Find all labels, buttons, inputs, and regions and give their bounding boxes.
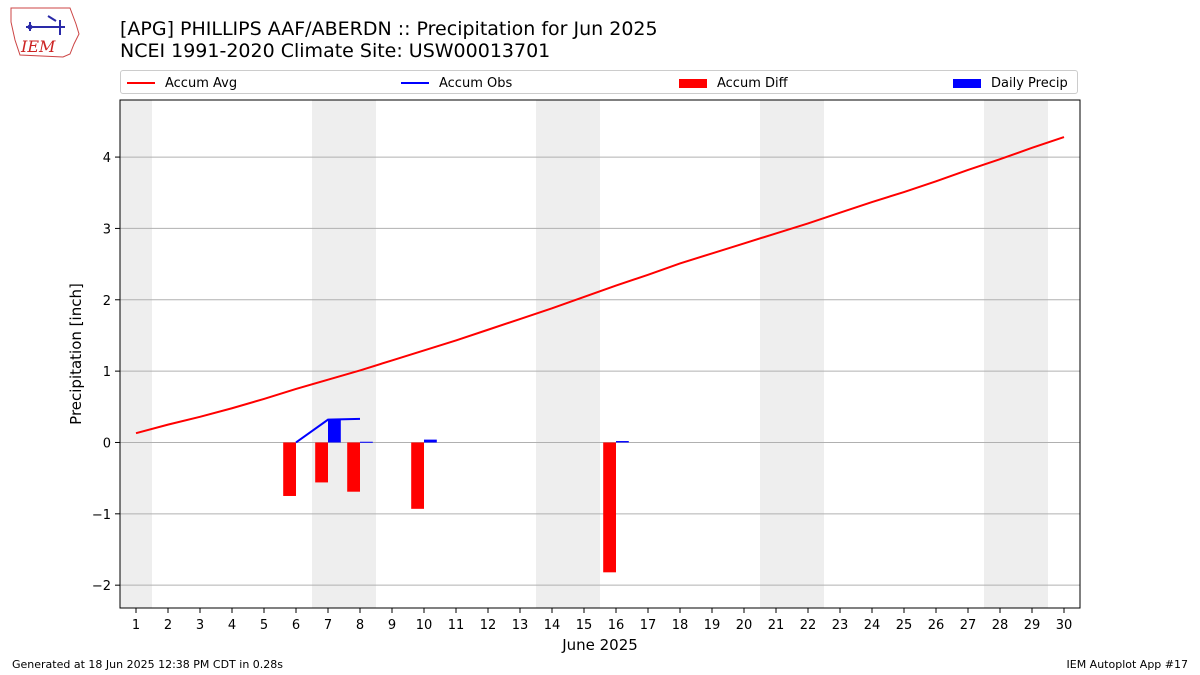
weekend-shade xyxy=(984,100,1048,608)
x-tick-label: 27 xyxy=(960,618,977,633)
y-axis-label: Precipitation [inch] xyxy=(67,283,85,425)
bars-layer xyxy=(283,419,629,573)
plot-frame xyxy=(119,99,1081,609)
x-tick-label: 25 xyxy=(896,618,913,633)
chart-legend: Accum Avg Accum Obs Accum Diff Daily Pre… xyxy=(120,70,1078,94)
x-tick-label: 4 xyxy=(228,618,236,633)
legend-label: Accum Obs xyxy=(439,75,513,91)
x-tick-label: 14 xyxy=(544,618,561,633)
weekend-shade xyxy=(760,100,824,608)
x-tick-label: 8 xyxy=(356,618,364,633)
weekend-shading xyxy=(120,100,1048,608)
legend-swatch xyxy=(401,82,429,84)
x-tick-label: 19 xyxy=(704,618,721,633)
y-axis-ticks: −2 −1 0 1 2 3 4 xyxy=(92,151,120,594)
x-tick-label: 20 xyxy=(736,618,753,633)
x-tick-label: 26 xyxy=(928,618,945,633)
legend-label: Accum Diff xyxy=(717,75,788,91)
x-tick-label: 6 xyxy=(292,618,300,633)
x-axis-label: June 2025 xyxy=(561,636,638,654)
x-tick-label: 30 xyxy=(1056,618,1073,633)
x-tick-label: 24 xyxy=(864,618,881,633)
x-tick-label: 17 xyxy=(640,618,657,633)
x-tick-label: 10 xyxy=(416,618,433,633)
bar-accum-diff xyxy=(411,442,424,509)
legend-swatch xyxy=(679,78,707,88)
y-tick-label: 1 xyxy=(103,365,111,380)
bar-accum-diff xyxy=(603,442,616,573)
plot-area: 1 2 3 4 5 6 7 8 9 10 11 12 13 14 15 16 17 18 19 20 21 22 23 24 2… xyxy=(67,99,1081,654)
x-tick-label: 18 xyxy=(672,618,689,633)
weekend-shade xyxy=(120,100,152,608)
x-tick-label: 2 xyxy=(164,618,172,633)
x-tick-label: 5 xyxy=(260,618,268,633)
x-tick-label: 7 xyxy=(324,618,332,633)
x-tick-label: 16 xyxy=(608,618,625,633)
weather-dot-icon xyxy=(27,24,33,30)
bar-daily-precip xyxy=(328,419,341,443)
iem-logo: IEM xyxy=(10,7,80,58)
legend-item-accum-obs: Accum Obs xyxy=(401,74,512,92)
legend-swatch xyxy=(953,78,981,88)
x-tick-label: 29 xyxy=(1024,618,1041,633)
bar-daily-precip xyxy=(360,441,373,443)
line-accum-obs xyxy=(295,417,361,444)
x-tick-label: 12 xyxy=(480,618,497,633)
x-axis-ticks: 1 2 3 4 5 6 7 8 9 10 11 12 13 14 15 16 17 18 19 20 21 22 23 24 2… xyxy=(132,608,1072,633)
legend-swatch xyxy=(127,82,155,84)
y-tick-label: 4 xyxy=(103,151,111,166)
y-tick-label: 0 xyxy=(103,436,111,451)
legend-label: Daily Precip xyxy=(991,75,1068,91)
x-tick-label: 21 xyxy=(768,618,785,633)
x-tick-label: 28 xyxy=(992,618,1009,633)
logo-text: IEM xyxy=(20,37,56,56)
footer-generated: Generated at 18 Jun 2025 12:38 PM CDT in… xyxy=(12,658,284,671)
bar-daily-precip xyxy=(616,441,629,443)
bar-accum-diff xyxy=(283,442,296,496)
legend-item-daily-precip: Daily Precip xyxy=(953,74,1068,92)
line-accum-avg xyxy=(135,136,1065,435)
y-tick-label: −2 xyxy=(92,579,111,594)
x-tick-label: 23 xyxy=(832,618,849,633)
y-tick-label: 2 xyxy=(103,294,111,309)
iowa-state-outline xyxy=(10,7,80,58)
x-tick-label: 9 xyxy=(388,618,396,633)
bar-daily-precip xyxy=(424,439,437,443)
bar-accum-diff xyxy=(347,442,360,492)
bar-accum-diff xyxy=(315,442,328,483)
weekend-shade xyxy=(536,100,600,608)
chart-title: [APG] PHILLIPS AAF/ABERDN :: Precipitati… xyxy=(120,18,658,40)
x-tick-label: 22 xyxy=(800,618,817,633)
y-tick-label: −1 xyxy=(92,508,111,523)
x-tick-label: 1 xyxy=(132,618,140,633)
x-tick-label: 15 xyxy=(576,618,593,633)
y-tick-label: 3 xyxy=(103,222,111,237)
weekend-shade xyxy=(312,100,376,608)
x-tick-label: 3 xyxy=(196,618,204,633)
grid-lines xyxy=(120,156,1080,586)
x-tick-label: 11 xyxy=(448,618,465,633)
legend-item-accum-diff: Accum Diff xyxy=(679,74,788,92)
legend-item-accum-avg: Accum Avg xyxy=(127,74,237,92)
chart-subtitle: NCEI 1991-2020 Climate Site: USW00013701 xyxy=(120,40,550,62)
footer-app-id: IEM Autoplot App #17 xyxy=(1066,658,1189,671)
x-tick-label: 13 xyxy=(512,618,529,633)
lines-layer xyxy=(135,136,1065,444)
legend-label: Accum Avg xyxy=(165,75,238,91)
